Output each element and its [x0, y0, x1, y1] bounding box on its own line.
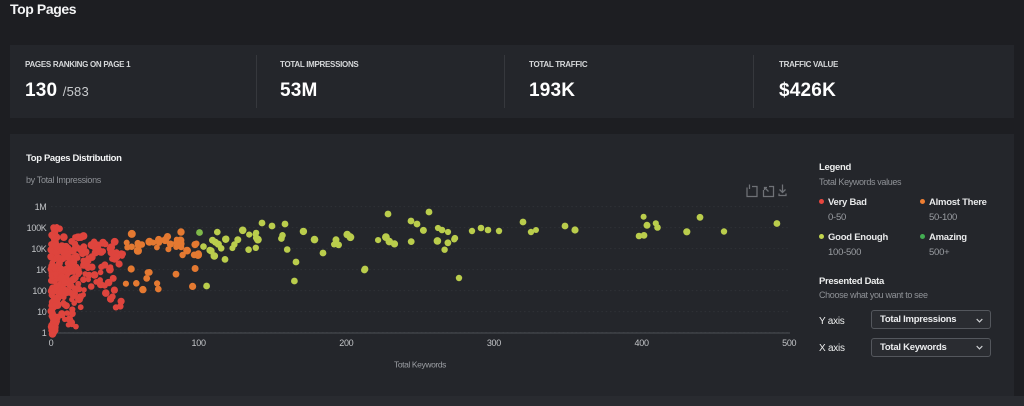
svg-text:100: 100 [192, 338, 206, 348]
svg-text:100: 100 [32, 286, 46, 296]
svg-text:10: 10 [37, 307, 47, 317]
svg-text:200: 200 [339, 338, 353, 348]
svg-text:1: 1 [42, 328, 47, 338]
svg-text:Total Keywords: Total Keywords [394, 360, 446, 370]
svg-text:1M: 1M [35, 202, 47, 212]
svg-text:0: 0 [49, 338, 54, 348]
svg-text:500: 500 [782, 338, 796, 348]
svg-text:300: 300 [487, 338, 501, 348]
svg-text:100K: 100K [27, 223, 47, 233]
svg-text:400: 400 [635, 338, 649, 348]
svg-text:10K: 10K [31, 244, 46, 254]
svg-text:1K: 1K [36, 265, 47, 275]
